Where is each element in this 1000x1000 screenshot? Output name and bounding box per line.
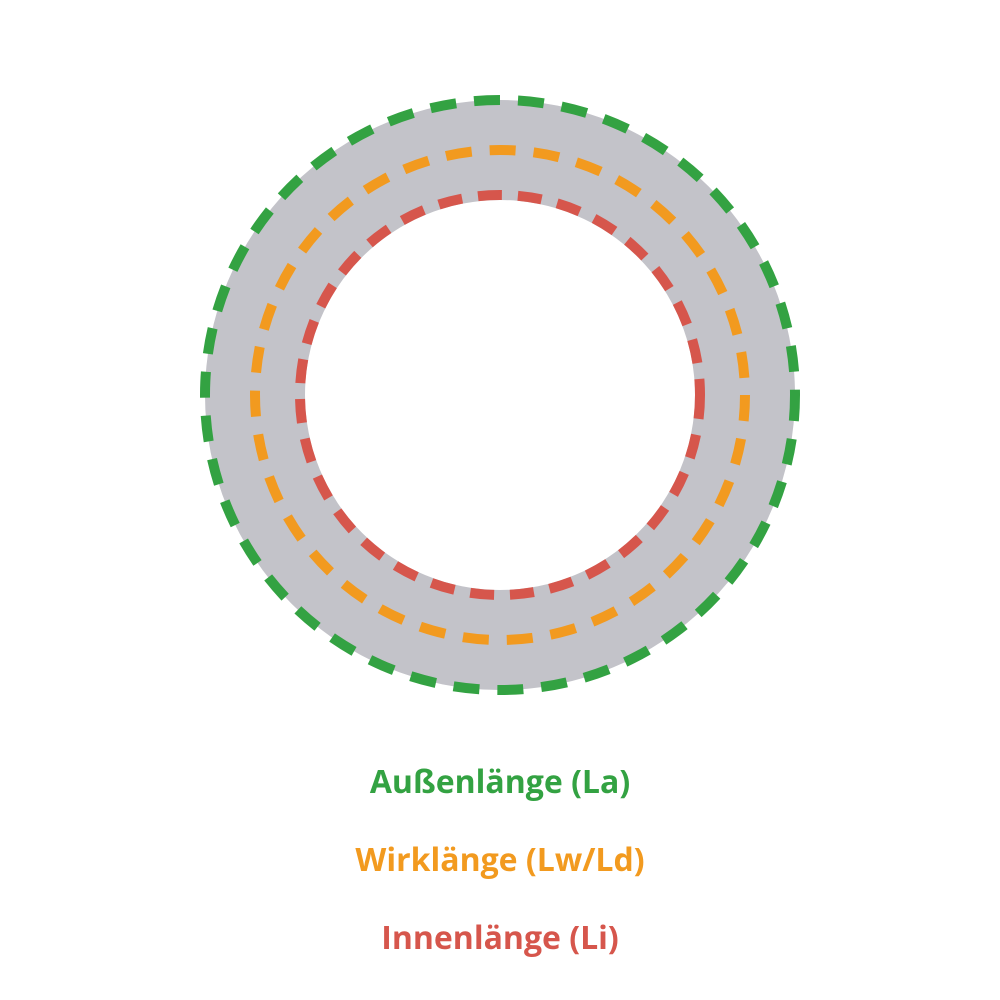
diagram-stage: Außenlänge (La) Wirklänge (Lw/Ld) Innenl… [0, 0, 1000, 1000]
legend-middle: Wirklänge (Lw/Ld) [0, 838, 1000, 881]
legend-outer: Außenlänge (La) [0, 760, 1000, 803]
legend-inner: Innenlänge (Li) [0, 916, 1000, 959]
